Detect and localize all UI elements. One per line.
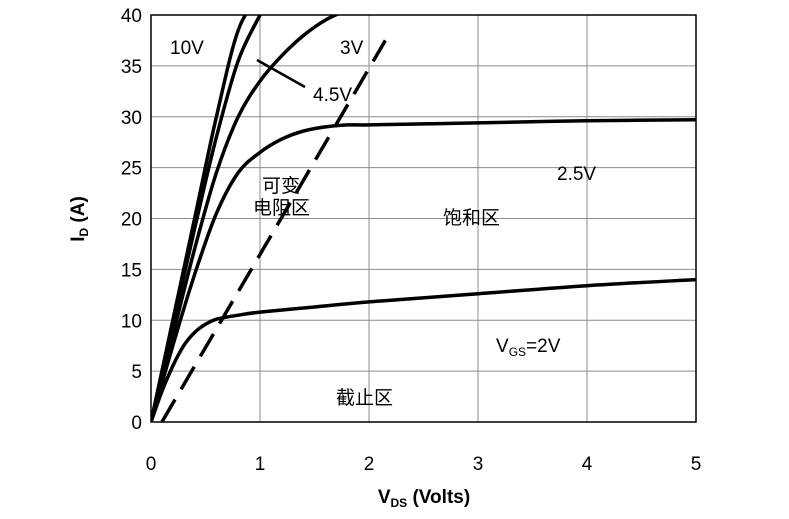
y-axis-ticks: 0 5 10 15 20 25 30 35 40 [121, 6, 142, 434]
grid [151, 15, 696, 422]
curve-label-4-5v: 4.5V [313, 85, 352, 106]
x-tick-label: 3 [473, 454, 484, 475]
x-axis-title-main: V [378, 487, 391, 508]
y-axis-title-subscript: D [77, 228, 91, 237]
x-tick-label: 1 [255, 454, 266, 475]
x-tick-label: 0 [146, 454, 157, 475]
x-axis-title-subscript: DS [391, 496, 408, 510]
region-label-variable-line2: 电阻区 [253, 197, 310, 219]
curve-label-3v: 3V [340, 38, 364, 59]
label-4-5v-leader-line [256, 58, 306, 89]
curve-vgs-4 [151, 277, 696, 422]
plot-area-frame [150, 14, 697, 423]
region-label-saturation: 饱和区 [443, 207, 500, 229]
curve-label-vgs-2v: VGS=2V [496, 336, 561, 359]
x-tick-label: 4 [582, 454, 593, 475]
curve-vgs-1 [151, 15, 262, 422]
y-axis-title: ID (A) [68, 196, 91, 242]
region-label-cutoff: 截止区 [336, 387, 393, 409]
y-axis-title-rest: (A) [68, 196, 89, 228]
y-tick-label: 40 [121, 6, 142, 27]
y-tick-label: 10 [121, 311, 142, 332]
curve-label-10v: 10V [170, 38, 204, 59]
curve-label-2-5v: 2.5V [557, 164, 596, 185]
y-tick-label: 25 [121, 159, 142, 180]
region-label-variable-line1: 可变 [262, 175, 300, 197]
y-tick-label: 15 [121, 260, 142, 281]
x-axis-title-rest: (Volts) [407, 487, 470, 508]
vgs-label-rest: =2V [526, 336, 561, 357]
y-tick-label: 5 [131, 362, 142, 383]
curve-vgs-2 [151, 15, 340, 422]
vgs-label-main: V [496, 336, 509, 357]
y-tick-label: 30 [121, 108, 142, 129]
y-axis-title-main: I [68, 237, 89, 242]
x-axis-ticks: 0 1 2 3 4 5 [146, 454, 702, 475]
x-axis-title: VDS (Volts) [378, 487, 470, 510]
curves [151, 15, 696, 422]
y-tick-label: 0 [131, 413, 142, 434]
x-tick-label: 2 [364, 454, 375, 475]
curve-vgs-3 [151, 118, 696, 422]
y-tick-label: 20 [121, 210, 142, 231]
x-tick-label: 5 [691, 454, 702, 475]
vgs-label-subscript: GS [509, 345, 526, 359]
y-tick-label: 35 [121, 57, 142, 78]
